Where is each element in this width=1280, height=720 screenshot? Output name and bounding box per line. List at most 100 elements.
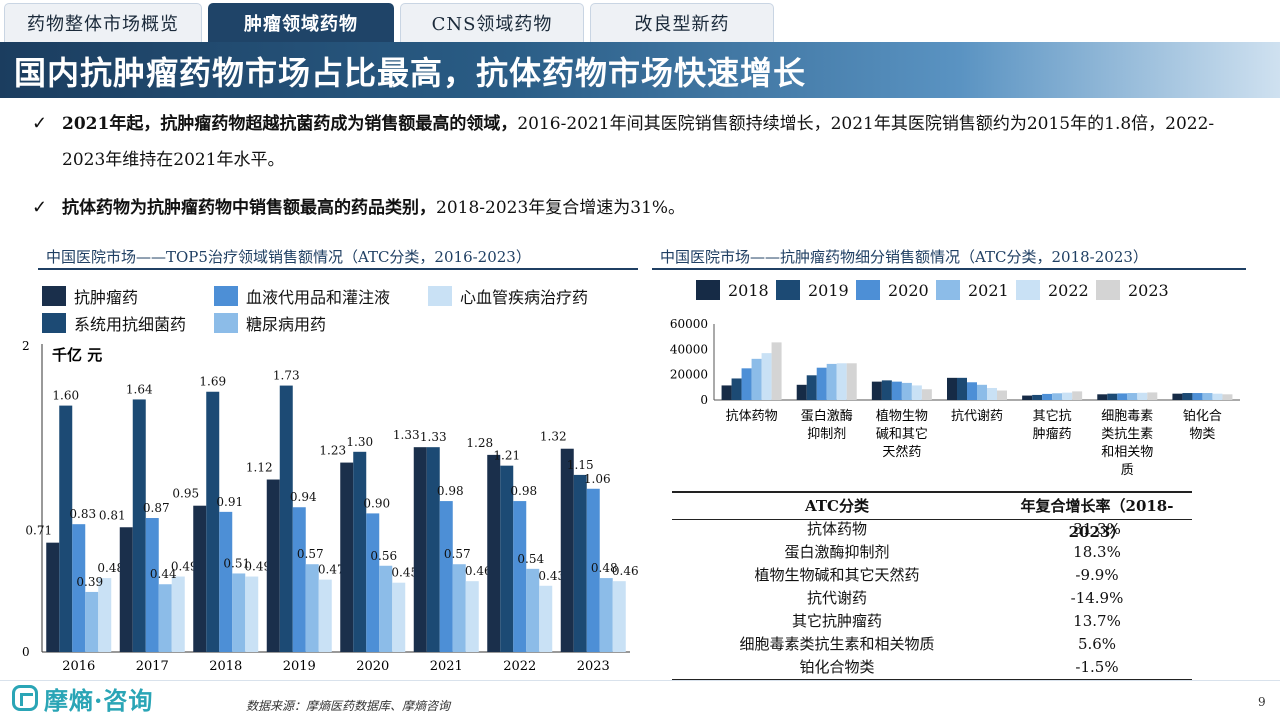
- x-tick-label: 天然药: [882, 444, 921, 460]
- bar-2018: [1022, 395, 1033, 400]
- bar-2019: [957, 377, 967, 400]
- data-label: 0.49: [244, 560, 271, 574]
- data-label: 1.06: [584, 472, 611, 486]
- bar-blood-substitutes: [586, 488, 600, 652]
- bar-2018: [1097, 394, 1108, 400]
- bullet-point-1: ✓ 2021年起，抗肿瘤药物超越抗菌药成为销售额最高的领域，2016-2021年…: [32, 106, 1242, 178]
- bar-diabetes: [599, 578, 613, 652]
- bar-antitumor: [46, 542, 60, 652]
- table-row: 细胞毒素类抗生素和相关物质 5.6%: [672, 632, 1192, 656]
- page-title: 国内抗肿瘤药物市场占比最高，抗体药物市场快速增长: [14, 54, 807, 92]
- bar-2022: [1212, 393, 1223, 400]
- data-label: 0.94: [290, 490, 317, 504]
- y-tick-label: 0: [22, 645, 30, 659]
- data-label: 1.32: [540, 430, 567, 444]
- table-row: 抗体药物 31.3%: [672, 517, 1192, 541]
- table-cell-category: 抗代谢药: [806, 589, 867, 607]
- tab-market-overview[interactable]: 药物整体市场概览: [4, 3, 202, 42]
- legend-label: 系统用抗细菌药: [74, 315, 187, 334]
- bar-2023: [921, 389, 932, 400]
- legend-swatch: [214, 286, 238, 306]
- data-label: 0.71: [25, 524, 52, 538]
- page-number: 9: [1258, 695, 1266, 709]
- bar-2020: [816, 367, 827, 400]
- bar-2021: [1127, 393, 1138, 400]
- x-tick-label: 碱和其它: [876, 426, 928, 442]
- bar-cardiovascular: [171, 576, 185, 652]
- legend-item-2019: 2019: [776, 280, 849, 300]
- bar-blood-substitutes: [366, 513, 380, 652]
- table-row: 抗代谢药 -14.9%: [672, 586, 1192, 610]
- legend-swatch: [1016, 280, 1040, 300]
- tab-improved-new-drugs[interactable]: 改良型新药: [590, 3, 774, 42]
- table-cell-cagr: 13.7%: [1073, 612, 1121, 630]
- legend-swatch: [936, 280, 960, 300]
- x-tick-label: 2021: [430, 659, 463, 674]
- data-label: 1.23: [319, 444, 346, 458]
- legend-label: 糖尿病用药: [246, 315, 327, 334]
- bar-cardiovascular: [245, 576, 259, 652]
- title-banner: 国内抗肿瘤药物市场占比最高，抗体药物市场快速增长: [0, 42, 1280, 98]
- x-tick-label: 肿瘤药: [1033, 426, 1072, 442]
- y-tick-label: 60000: [670, 317, 708, 331]
- data-label: 1.33: [420, 430, 447, 444]
- bar-2022: [1137, 392, 1148, 400]
- legend-item-antibacterial: 系统用抗细菌药: [42, 311, 186, 335]
- x-tick-label: 类抗生素: [1101, 427, 1153, 442]
- legend-item-2020: 2020: [856, 280, 929, 300]
- x-tick-label: 2017: [136, 659, 169, 674]
- table-cell-category: 植物生物碱和其它天然药: [754, 566, 920, 584]
- legend-swatch: [856, 280, 880, 300]
- logo-text: 摩熵·咨询: [44, 685, 154, 715]
- legend-item-blood-substitutes: 血液代用品和灌注液: [214, 284, 390, 308]
- bar-cardiovascular: [318, 579, 332, 652]
- tab-cns-drugs[interactable]: CNS领域药物: [400, 3, 584, 42]
- table-row: 其它抗肿瘤药 13.7%: [672, 609, 1192, 633]
- data-label: 1.33: [393, 428, 420, 442]
- bar-diabetes: [526, 568, 540, 652]
- table-cell-category: 其它抗肿瘤药: [791, 612, 882, 630]
- bar-2023: [771, 342, 782, 400]
- data-label: 0.54: [517, 552, 544, 566]
- bar-2022: [987, 387, 997, 400]
- bar-antibacterial: [206, 391, 220, 652]
- bar-blood-substitutes: [292, 507, 306, 652]
- legend-label: 2021: [968, 280, 1009, 300]
- bar-antitumor: [119, 527, 133, 652]
- data-label: 1.12: [246, 461, 273, 475]
- bar-antitumor: [413, 447, 427, 652]
- data-label: 0.87: [143, 501, 170, 515]
- legend-item-2021: 2021: [936, 280, 1009, 300]
- tab-bar: 药物整体市场概览 肿瘤领域药物 CNS领域药物 改良型新药: [0, 0, 1280, 42]
- table-cell-cagr: -14.9%: [1070, 589, 1124, 607]
- bar-2018: [871, 381, 882, 400]
- bullet-bold-1: 2021年起，抗肿瘤药物超越抗菌药成为销售额最高的领域，: [62, 114, 518, 134]
- bar-2019: [881, 380, 892, 400]
- legend-label: 心血管疾病治疗药: [460, 288, 589, 307]
- table-cell-cagr: 31.3%: [1073, 520, 1121, 538]
- bullet-text-1: 2021年起，抗肿瘤药物超越抗菌药成为销售额最高的领域，2016-2021年间其…: [62, 106, 1242, 178]
- legend-item-2022: 2022: [1016, 280, 1089, 300]
- data-label: 1.60: [52, 389, 79, 403]
- legend-swatch: [214, 313, 238, 333]
- tab-oncology-drugs[interactable]: 肿瘤领域药物: [208, 3, 394, 42]
- bar-diabetes: [452, 564, 466, 652]
- table-cell-category: 蛋白激酶抑制剂: [784, 543, 890, 561]
- data-label: 1.73: [273, 369, 300, 383]
- bar-2020: [967, 382, 977, 400]
- table-header-cagr: 年复合增长率（2018-2023）: [1020, 497, 1174, 541]
- right-bar-chart: 0 20000 40000 60000 抗体药物 蛋白激酶抑制剂 植物生物碱和其它天然药 抗代…: [670, 317, 1240, 478]
- x-tick-label: 2023: [577, 659, 610, 674]
- right-chart-title: 中国医院市场——抗肿瘤药物细分销售额情况（ATC分类，2018-2023）: [660, 248, 1148, 266]
- table-row: 植物生物碱和其它天然药 -9.9%: [672, 563, 1192, 587]
- legend-label: 2019: [808, 280, 849, 300]
- data-label: 0.51: [223, 556, 250, 570]
- legend-item-diabetes: 糖尿病用药: [214, 311, 326, 335]
- legend-label: 2020: [888, 280, 929, 300]
- bar-2023: [1222, 394, 1233, 400]
- bar-blood-substitutes: [439, 501, 453, 652]
- bar-2023: [1072, 391, 1083, 400]
- bar-2021: [751, 358, 762, 400]
- data-label: 0.48: [591, 561, 618, 575]
- bar-antitumor: [340, 462, 354, 652]
